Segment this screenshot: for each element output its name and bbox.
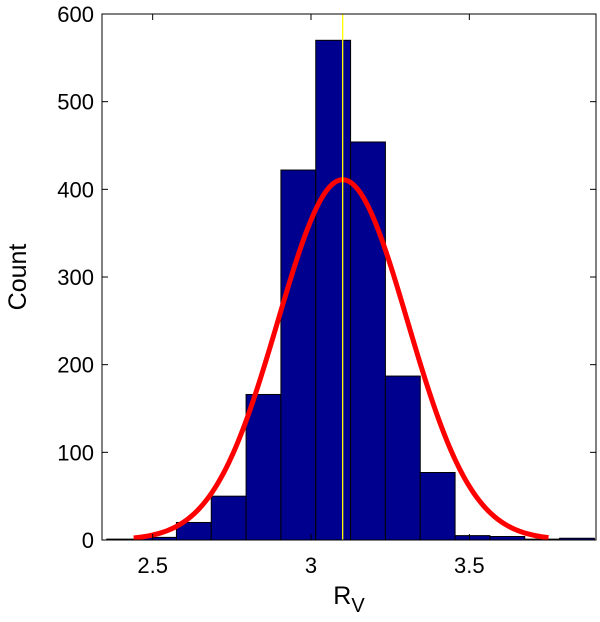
histogram-bar (280, 169, 317, 541)
histogram-bar (210, 495, 247, 541)
y-tick-label: 500 (57, 90, 94, 115)
histogram-bar (245, 393, 282, 541)
y-tick-label: 400 (57, 177, 94, 202)
y-tick-label: 300 (57, 265, 94, 290)
x-axis-label: RV (333, 582, 365, 617)
x-tick-label: 3.5 (454, 553, 485, 578)
y-tick-label: 0 (82, 528, 94, 553)
y-axis-label: Count (4, 244, 32, 311)
histogram-bars (106, 39, 595, 541)
histogram-bar (419, 471, 456, 541)
y-tick-label: 200 (57, 353, 94, 378)
y-tick-label: 600 (57, 2, 94, 27)
x-tick-label: 3 (305, 553, 317, 578)
histogram-bar (489, 535, 526, 541)
gaussian-fit-curve (133, 177, 549, 541)
x-axis-label-subscript: V (351, 595, 365, 617)
x-axis-label-main: R (333, 582, 351, 610)
histogram-bar (454, 535, 491, 541)
tick-labels: 0 100 200 300 400 500 600 2.5 3 3.5 (57, 2, 484, 578)
axis-ticks (102, 13, 596, 541)
histogram-bar (315, 39, 352, 541)
y-tick-label: 100 (57, 440, 94, 465)
x-tick-label: 2.5 (137, 553, 168, 578)
histogram-bar (384, 375, 421, 541)
